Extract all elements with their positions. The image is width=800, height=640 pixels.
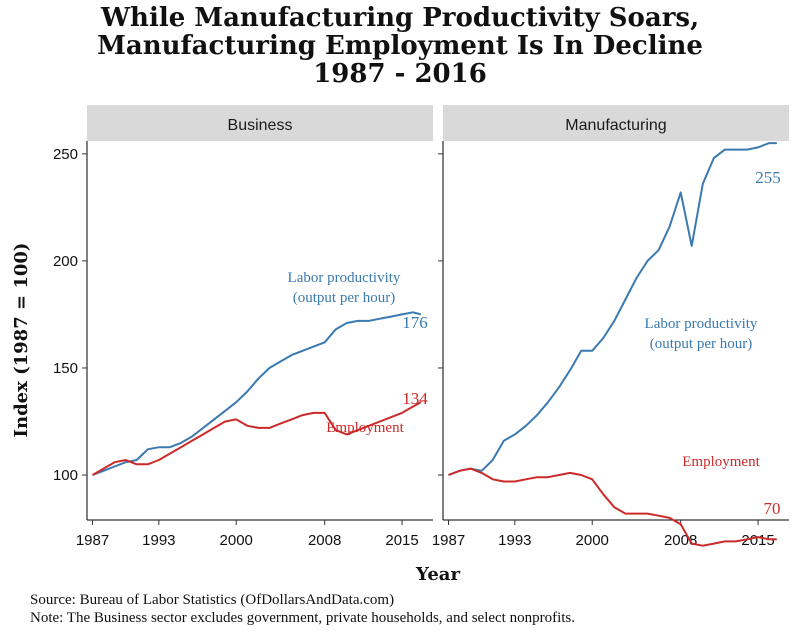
chart-title: While Manufacturing Productivity Soars, … [0,4,800,88]
y-tick-label: 150 [53,360,78,377]
series-line-employment [448,467,777,547]
end-value-label-employment: 70 [764,499,781,518]
panel-business: Business 1987 1993 2000 2008 2015 100 150 200 250… [53,105,433,549]
panel-manufacturing: Manufacturing 1987 1993 2000 2008 2015 Labor p… [432,105,789,549]
y-axis-title: Index (1987 = 100) [11,243,32,438]
facet-strip-label: Business [228,117,293,134]
series-label-line: Labor productivity [288,270,401,286]
x-tick-label: 1987 [76,532,109,549]
x-tick-label: 2015 [385,532,418,549]
series-label-line: Employment [682,454,760,470]
chart-title-line-3: 1987 - 2016 [313,59,487,89]
y-tick-label: 250 [53,146,78,163]
facet-strip [443,105,789,141]
x-tick-label: 2000 [576,532,609,549]
series-label-line: (output per hour) [650,336,752,352]
series-label-productivity: Labor productivity (output per hour) [288,270,401,306]
end-value-label-employment: 134 [402,389,428,408]
series-label-line: (output per hour) [293,290,395,306]
y-tick-label: 100 [53,467,78,484]
x-tick-label: 2008 [308,532,341,549]
facet-strip-label: Manufacturing [565,117,666,134]
x-axis-title: Year [415,564,460,585]
x-tick-label: 1987 [432,532,465,549]
series-label-line: Employment [326,420,404,436]
x-tick-label: 1993 [142,532,175,549]
series-line-employment [92,401,422,476]
end-value-label-productivity: 255 [755,168,781,187]
series-label-productivity: Labor productivity (output per hour) [645,316,758,352]
chart-title-line-1: While Manufacturing Productivity Soars, [100,3,700,33]
x-tick-label: 2008 [664,532,697,549]
x-tick-label: 2015 [741,532,774,549]
source-caption: Source: Bureau of Labor Statistics (OfDo… [30,592,395,608]
x-tick-label: 1993 [498,532,531,549]
series-line-productivity [448,142,777,476]
note-caption: Note: The Business sector excludes gover… [30,610,576,626]
chart-title-line-2: Manufacturing Employment Is In Decline [97,31,703,61]
series-label-employment: Employment [326,420,404,436]
series-label-line: Labor productivity [645,316,758,332]
series-label-employment: Employment [682,454,760,470]
series-line-productivity [92,311,422,476]
y-tick-label: 200 [53,253,78,270]
facet-strip [87,105,433,141]
end-value-label-productivity: 176 [402,313,428,332]
x-tick-label: 2000 [220,532,253,549]
